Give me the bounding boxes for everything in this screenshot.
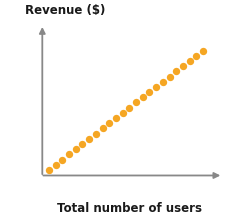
- Point: [87, 137, 91, 141]
- Point: [188, 59, 192, 63]
- Text: Revenue ($): Revenue ($): [25, 4, 105, 17]
- Point: [148, 90, 151, 94]
- Point: [181, 64, 185, 68]
- Point: [94, 132, 98, 135]
- Point: [201, 49, 205, 52]
- Point: [60, 158, 64, 161]
- Point: [127, 106, 131, 109]
- Point: [121, 111, 125, 114]
- Point: [101, 127, 104, 130]
- Point: [141, 96, 145, 99]
- Point: [47, 168, 51, 172]
- Text: Total number of users: Total number of users: [57, 202, 202, 214]
- Point: [114, 116, 118, 120]
- Point: [54, 163, 57, 166]
- Point: [168, 75, 171, 78]
- Point: [81, 142, 84, 146]
- Point: [67, 153, 71, 156]
- Point: [154, 85, 158, 89]
- Point: [161, 80, 165, 83]
- Point: [74, 147, 78, 151]
- Point: [195, 54, 198, 57]
- Point: [107, 122, 111, 125]
- Point: [174, 70, 178, 73]
- Point: [134, 101, 138, 104]
